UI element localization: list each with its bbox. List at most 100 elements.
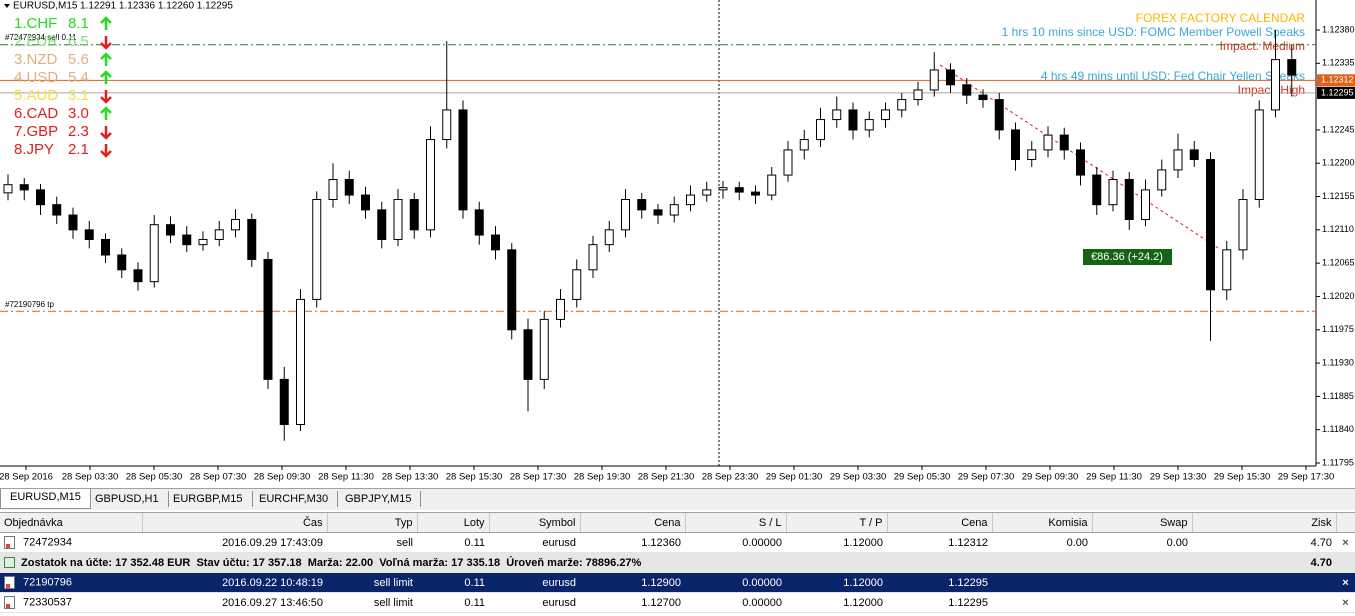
header-cell[interactable]: Swap [1092,513,1193,533]
cell: 1.12312 [887,532,992,553]
tab[interactable]: GBPJPY,M15 [336,491,422,507]
y-tick-label: 1.12065 [1322,258,1355,268]
trend-arrow [100,150,112,158]
candle-body [1222,249,1232,291]
order-row[interactable]: 72190796 2016.09.22 10:48:19 sell limit 0.1… [0,572,1355,593]
cell: 2016.09.27 13:46:50 [142,592,327,613]
cell-text: 72190796 [23,576,72,589]
strength-label: 8.JPY [14,141,54,158]
candle-body [198,238,208,246]
cell: 72330537 [0,592,142,613]
cell-text: eurusd [542,596,576,609]
strength-value: 2.1 [68,141,89,158]
x-tick-label: 28 Sep 2016 [0,472,53,483]
candle-body [117,254,127,271]
header-cell[interactable]: Cena [887,513,993,533]
summary-row: Zostatok na účte: 17 352.48 EUR Stav účt… [0,552,1355,573]
trend-arrow [100,70,112,78]
tab[interactable]: EURCHF,M30 [250,491,339,507]
cell: 4.70 [1192,532,1336,553]
cell-text: sell limit [373,576,413,589]
header-cell[interactable]: Typ [327,513,418,533]
chart: EURUSD,M15 1.12291 1.12336 1.12260 1.122… [0,0,1355,483]
cell-text: 72330537 [23,596,72,609]
strength-value: 5.6 [68,51,89,68]
candle-body [718,187,728,191]
candle-body [621,198,630,231]
y-tick-label: 1.12155 [1322,191,1355,201]
candle-body [1059,134,1069,151]
order-label: #72472934 sell 0.11 [5,33,77,42]
candle-body [1092,174,1102,206]
candle-body [864,119,874,131]
candle-body [296,298,305,426]
cell: 1.12700 [580,592,685,613]
header-cell[interactable]: Komisia [992,513,1093,533]
cell-text: eurusd [542,576,576,589]
tab[interactable]: EURGBP,M15 [164,491,253,507]
candle-body [1206,159,1215,291]
candle-body [572,269,582,300]
order-label: #72190796 tp [5,300,54,309]
y-tick-label: 1.12245 [1322,124,1355,134]
header-cell[interactable]: Objednávka [0,513,143,533]
candle-body [929,69,939,91]
cell: 72472934 [0,532,142,553]
order-row[interactable]: 72472934 2016.09.29 17:43:09 sell 0.11 eurus… [0,532,1355,553]
cell-text: 0.00000 [742,576,782,589]
cell: 0.11 [417,572,489,593]
cell: 1.12000 [786,572,887,593]
header-cell[interactable]: Loty [417,513,490,533]
candle-body [1076,149,1085,176]
strength-value: 5.4 [68,69,89,86]
strength-value: 6.5 [68,33,89,50]
close-button[interactable]: × [1336,572,1355,593]
cell: 1.12000 [786,592,887,613]
candle-body [767,174,777,196]
header-cell[interactable]: Cena [580,513,686,533]
candle-body [361,194,370,211]
cell-text: 0.11 [464,596,485,609]
cell-text: eurusd [542,536,576,549]
cell: eurusd [489,532,580,553]
cell-text: 0.00 [1166,536,1188,549]
y-tick-label: 1.12110 [1322,224,1354,234]
candle-body [101,238,110,256]
candle-body [1157,169,1167,191]
candle-body [377,209,387,240]
cell-text: 1.12312 [948,536,988,549]
x-tick-label: 29 Sep 13:30 [1150,472,1207,483]
cell: 0.11 [417,592,489,613]
cell-text: 1.12295 [948,596,988,609]
y-tick-label: 1.11930 [1322,357,1354,367]
cell: 2016.09.29 17:43:09 [142,532,327,553]
candle-body [149,224,159,283]
header-cell[interactable]: T / P [786,513,888,533]
candle-body [344,179,354,196]
cell: 1.12295 [887,592,992,613]
candle-body [279,378,289,426]
strength-label: 6.CAD [14,105,58,122]
y-tick-label: 1.12380 [1322,24,1355,34]
tab[interactable]: EURUSD,M15 [0,489,91,509]
candle-body [1173,149,1183,171]
header-cell[interactable]: S / L [685,513,787,533]
header-cell[interactable]: Čas [142,513,328,533]
candle-body [247,218,257,260]
candle-body [507,249,517,331]
order-icon [4,596,15,609]
y-tick-label: 1.12335 [1322,58,1355,68]
tab-bar: EURUSD,M15 GBPUSD,H1 EURGBP,M15 EURCHF,M30 G… [0,488,1355,510]
close-button[interactable]: × [1336,532,1355,553]
tab[interactable]: GBPUSD,H1 [86,491,169,507]
trend-arrow [100,52,112,60]
close-button[interactable]: × [1336,592,1355,613]
order-row[interactable]: 72330537 2016.09.27 13:46:50 sell limit 0.1… [0,592,1355,613]
candle-body [474,209,484,236]
candle-body [133,269,143,283]
x-tick-label: 28 Sep 23:30 [702,472,759,483]
header-cell[interactable]: Zisk [1192,513,1337,533]
header-cell[interactable]: Symbol [489,513,581,533]
candle-body [1254,109,1264,200]
